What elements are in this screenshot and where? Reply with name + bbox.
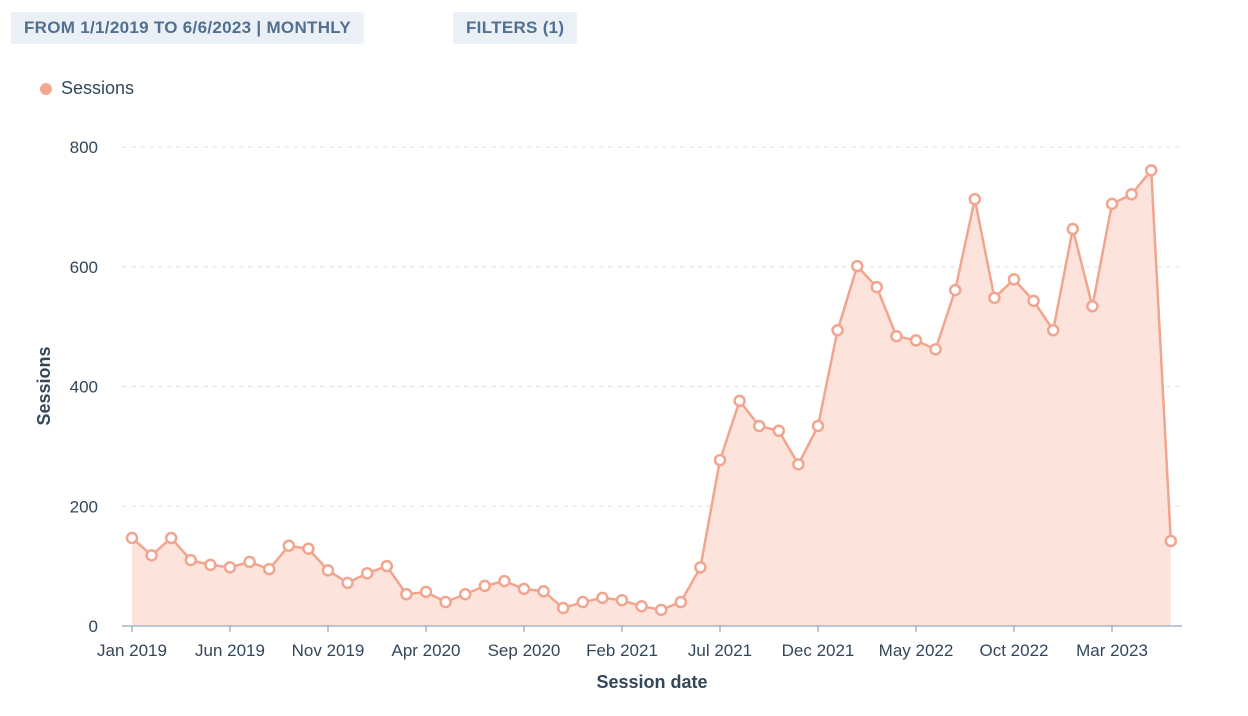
data-point	[498, 574, 511, 588]
legend-item-sessions[interactable]: Sessions	[40, 78, 134, 99]
data-point	[243, 555, 256, 569]
data-point	[596, 591, 609, 605]
y-tick-label: 400	[70, 378, 98, 397]
data-point	[419, 585, 433, 599]
data-point	[204, 558, 217, 572]
data-point	[948, 283, 962, 297]
data-point	[556, 601, 570, 615]
data-point	[850, 259, 864, 273]
data-point	[909, 334, 923, 347]
y-axis-title: Sessions	[34, 346, 54, 425]
data-point	[752, 419, 766, 433]
filters-button[interactable]: FILTERS (1)	[453, 12, 578, 44]
data-point	[713, 453, 727, 467]
data-point	[537, 585, 550, 598]
legend-label: Sessions	[61, 78, 135, 98]
data-point	[890, 329, 903, 343]
x-tick-label: Mar 2023	[1076, 641, 1148, 660]
data-point	[341, 576, 354, 590]
data-point	[870, 280, 884, 294]
data-point	[1164, 534, 1178, 548]
y-tick-label: 600	[70, 258, 98, 277]
data-point	[439, 595, 452, 609]
date-range-button[interactable]: FROM 1/1/2019 TO 6/6/2023 | MONTHLY	[11, 12, 365, 44]
data-point	[576, 595, 590, 609]
data-point	[674, 595, 688, 609]
data-point	[792, 458, 805, 471]
legend-marker	[40, 82, 52, 95]
x-tick-label: May 2022	[879, 641, 954, 660]
data-point	[694, 561, 707, 574]
x-tick-label: Apr 2020	[392, 641, 461, 660]
data-point	[458, 588, 472, 601]
data-point	[360, 567, 374, 580]
data-point	[184, 553, 198, 567]
data-point	[615, 594, 629, 607]
data-point	[282, 539, 296, 553]
data-point	[1144, 164, 1158, 177]
y-tick-label: 200	[70, 497, 98, 516]
x-tick-label: Dec 2021	[782, 641, 855, 660]
y-tick-label: 0	[89, 617, 98, 636]
data-point	[988, 291, 1001, 305]
x-tick-label: Nov 2019	[292, 641, 365, 660]
data-point	[1027, 294, 1040, 308]
x-tick-label: Sep 2020	[488, 641, 561, 660]
data-point	[223, 561, 237, 574]
x-axis-title: Session date	[596, 672, 707, 692]
data-point	[635, 599, 648, 613]
data-point	[262, 562, 276, 576]
data-point	[321, 564, 335, 577]
data-point	[478, 579, 492, 593]
data-point	[1066, 222, 1080, 236]
area-fill	[132, 170, 1171, 626]
x-tick-label: Jun 2019	[195, 641, 265, 660]
data-point	[1105, 197, 1119, 211]
x-tick-label: Jul 2021	[688, 641, 752, 660]
data-point	[400, 588, 413, 601]
data-point	[733, 394, 746, 408]
data-point	[380, 559, 394, 573]
data-point	[831, 323, 844, 337]
data-point	[1086, 300, 1099, 313]
data-point	[145, 549, 158, 562]
x-tick-label: Feb 2021	[586, 641, 658, 660]
x-tick-label: Oct 2022	[980, 641, 1049, 660]
data-point	[164, 531, 178, 545]
data-point	[772, 424, 786, 438]
data-point	[517, 582, 531, 596]
data-point	[125, 531, 139, 545]
data-point	[302, 542, 315, 556]
data-point	[1125, 188, 1138, 201]
y-tick-label: 800	[70, 138, 98, 157]
data-point	[929, 343, 942, 356]
data-point	[654, 603, 668, 617]
data-point	[968, 192, 982, 206]
x-tick-label: Jan 2019	[97, 641, 167, 660]
data-point	[811, 419, 825, 433]
data-point	[1046, 323, 1060, 337]
data-point	[1007, 273, 1021, 286]
